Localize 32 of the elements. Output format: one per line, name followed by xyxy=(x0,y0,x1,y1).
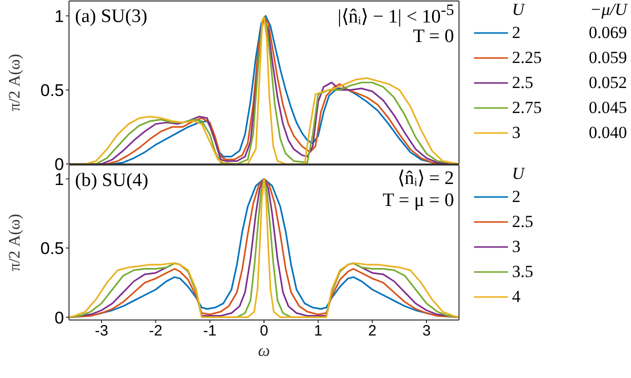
x-tick-label: 2 xyxy=(368,322,377,340)
x-axis-title: ω xyxy=(258,341,270,360)
legend-label: 3 xyxy=(512,236,522,256)
y-tick-label: 0.5 xyxy=(40,239,64,258)
text: 2.25 0.059 xyxy=(512,48,627,66)
x-tick-label: -1 xyxy=(203,322,217,340)
text: 3 0.040 xyxy=(512,122,627,142)
x-tick-label: -2 xyxy=(148,322,162,340)
legend-label: 3.5 xyxy=(512,262,534,282)
y-tick-label: 0.5 xyxy=(40,80,64,100)
y-axis-title: π/2 A(ω) xyxy=(6,54,24,112)
x-tick-label: 1 xyxy=(314,322,322,340)
annotation: (b) SU(4) xyxy=(75,170,148,192)
text: 2 0.069 xyxy=(512,22,627,42)
x-tick-label: 0 xyxy=(260,322,268,340)
text: U −μ/U xyxy=(512,0,627,19)
annotation: ⟨n̂ᵢ⟩ = 2 xyxy=(398,167,454,190)
legend-label: 4 xyxy=(512,286,522,306)
legend-label: 2 xyxy=(512,186,522,206)
text: 2.5 0.052 xyxy=(512,72,627,92)
annotation: T = μ = 0 xyxy=(382,190,454,212)
annotation: |⟨n̂ᵢ⟩ − 1| < 10$^{-5}$ xyxy=(338,2,454,28)
annotation: (a) SU(3) xyxy=(75,6,148,28)
y-tick-label: 1 xyxy=(54,6,64,26)
annotation: T = 0 xyxy=(413,26,454,48)
x-tick-label: -3 xyxy=(94,322,108,340)
x-tick-label: 3 xyxy=(422,322,431,340)
legend-title: U xyxy=(512,164,526,184)
y-tick-label: 0 xyxy=(54,308,64,328)
legend-label: 2.5 xyxy=(512,212,534,232)
text: 2.75 0.045 xyxy=(512,98,627,116)
y-axis-title: π/2 A(ω) xyxy=(6,214,24,272)
